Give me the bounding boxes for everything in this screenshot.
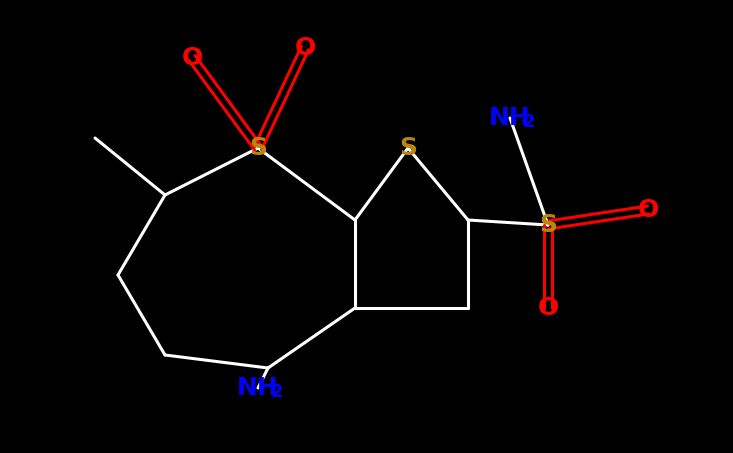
- Text: NH: NH: [489, 106, 531, 130]
- Text: S: S: [399, 136, 417, 160]
- Text: 2: 2: [271, 383, 284, 401]
- Text: NH: NH: [237, 376, 279, 400]
- Text: O: O: [295, 36, 316, 60]
- Text: 2: 2: [523, 113, 536, 131]
- Text: S: S: [249, 136, 267, 160]
- Text: O: O: [537, 296, 559, 320]
- Text: O: O: [181, 46, 202, 70]
- Text: O: O: [638, 198, 659, 222]
- Text: S: S: [539, 213, 557, 237]
